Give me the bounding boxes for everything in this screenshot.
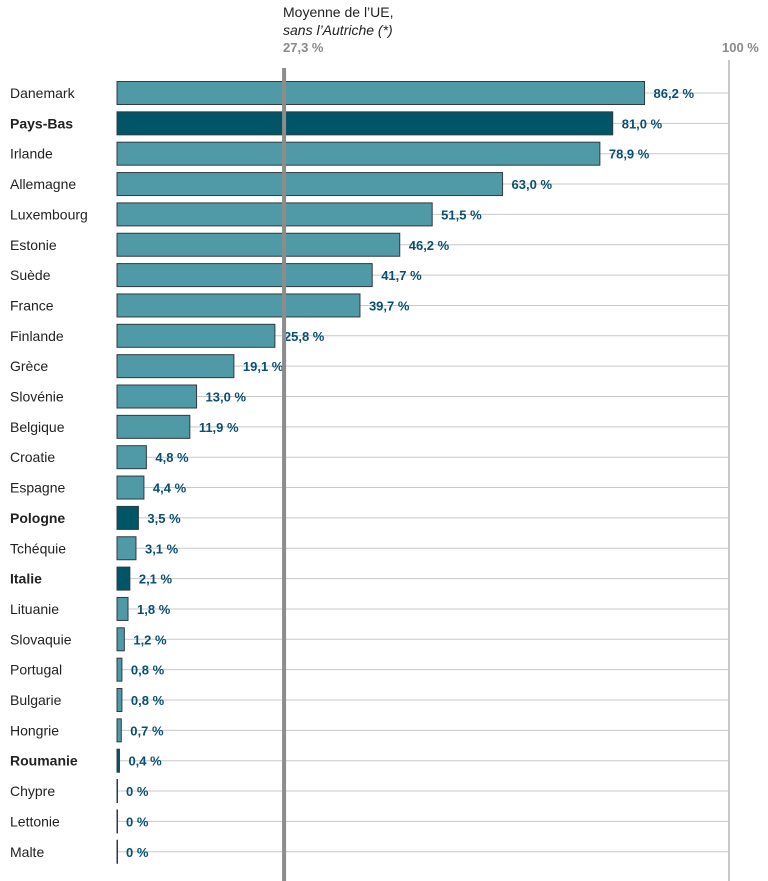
category-label: Allemagne (10, 176, 76, 192)
value-label: 0,7 % (130, 723, 164, 738)
category-label: Hongrie (10, 722, 59, 738)
category-label: Tchéquie (10, 540, 66, 556)
bar (116, 232, 401, 257)
category-label: Grèce (10, 358, 48, 374)
axis-max-label: 100 % (722, 40, 759, 55)
category-label: Espagne (10, 480, 65, 496)
value-label: 4,4 % (153, 481, 187, 496)
bar (116, 81, 646, 105)
value-label: 3,5 % (147, 511, 181, 526)
value-label: 19,1 % (243, 359, 284, 374)
category-label: Suède (10, 267, 51, 283)
category-label: Bulgarie (10, 692, 62, 708)
bar (116, 718, 122, 743)
value-label: 63,0 % (512, 177, 553, 192)
value-label: 0 % (126, 784, 149, 799)
category-label: Pays-Bas (10, 115, 73, 131)
category-label: Pologne (10, 510, 65, 526)
value-label: 81,0 % (622, 116, 663, 131)
value-label: 25,8 % (284, 329, 325, 344)
category-label: Portugal (10, 662, 62, 678)
value-label: 1,8 % (137, 602, 171, 617)
category-label: Lettonie (10, 813, 60, 829)
bar (116, 172, 504, 197)
bar (116, 293, 361, 318)
category-label: Finlande (10, 328, 64, 344)
category-label: Irlande (10, 146, 53, 162)
category-label: Luxembourg (10, 206, 88, 222)
bar (116, 414, 191, 439)
value-label: 4,8 % (155, 450, 189, 465)
category-label: Chypre (10, 783, 55, 799)
category-label: Lituanie (10, 601, 59, 617)
bar (116, 354, 235, 379)
bar (116, 445, 147, 470)
value-label: 78,9 % (609, 147, 650, 162)
category-label: Italie (10, 571, 42, 587)
bar (116, 263, 373, 288)
bar (116, 779, 118, 804)
bar (116, 627, 125, 652)
category-label: Croatie (10, 449, 55, 465)
bar (116, 748, 120, 773)
bar (116, 657, 123, 682)
category-label: Slovaquie (10, 631, 72, 647)
value-label: 46,2 % (409, 238, 450, 253)
value-label: 0,4 % (128, 754, 162, 769)
bar (116, 475, 145, 500)
bar (116, 536, 137, 561)
category-label: Roumanie (10, 753, 78, 769)
category-label: Estonie (10, 237, 57, 253)
category-label: France (10, 297, 54, 313)
value-label: 51,5 % (441, 207, 482, 222)
bar (116, 141, 601, 166)
reference-title-line1: Moyenne de l’UE, (283, 4, 394, 20)
value-label: 11,9 % (199, 420, 239, 435)
bar (116, 839, 118, 864)
bar (116, 809, 118, 834)
bar (116, 202, 433, 227)
bar (116, 505, 139, 530)
value-label: 86,2 % (654, 86, 695, 101)
bar (116, 323, 276, 348)
category-label: Slovénie (10, 389, 64, 405)
value-label: 41,7 % (381, 268, 422, 283)
reference-value-label: 27,3 % (283, 40, 324, 55)
bar (116, 688, 123, 712)
value-label: 39,7 % (369, 298, 410, 313)
value-label: 1,2 % (133, 632, 167, 647)
category-label: Danemark (10, 85, 76, 101)
value-label: 13,0 % (206, 390, 247, 405)
category-label: Belgique (10, 419, 65, 435)
value-label: 0 % (126, 845, 149, 860)
value-label: 0,8 % (131, 693, 165, 708)
reference-title-line2: sans l’Autriche (*) (283, 22, 393, 38)
bar (116, 111, 614, 136)
value-label: 0 % (126, 814, 149, 829)
value-label: 2,1 % (139, 572, 173, 587)
bar (116, 384, 198, 409)
bar (116, 596, 129, 621)
value-label: 0,8 % (131, 663, 165, 678)
value-label: 3,1 % (145, 541, 179, 556)
bar (116, 566, 131, 591)
category-label: Malte (10, 844, 44, 860)
